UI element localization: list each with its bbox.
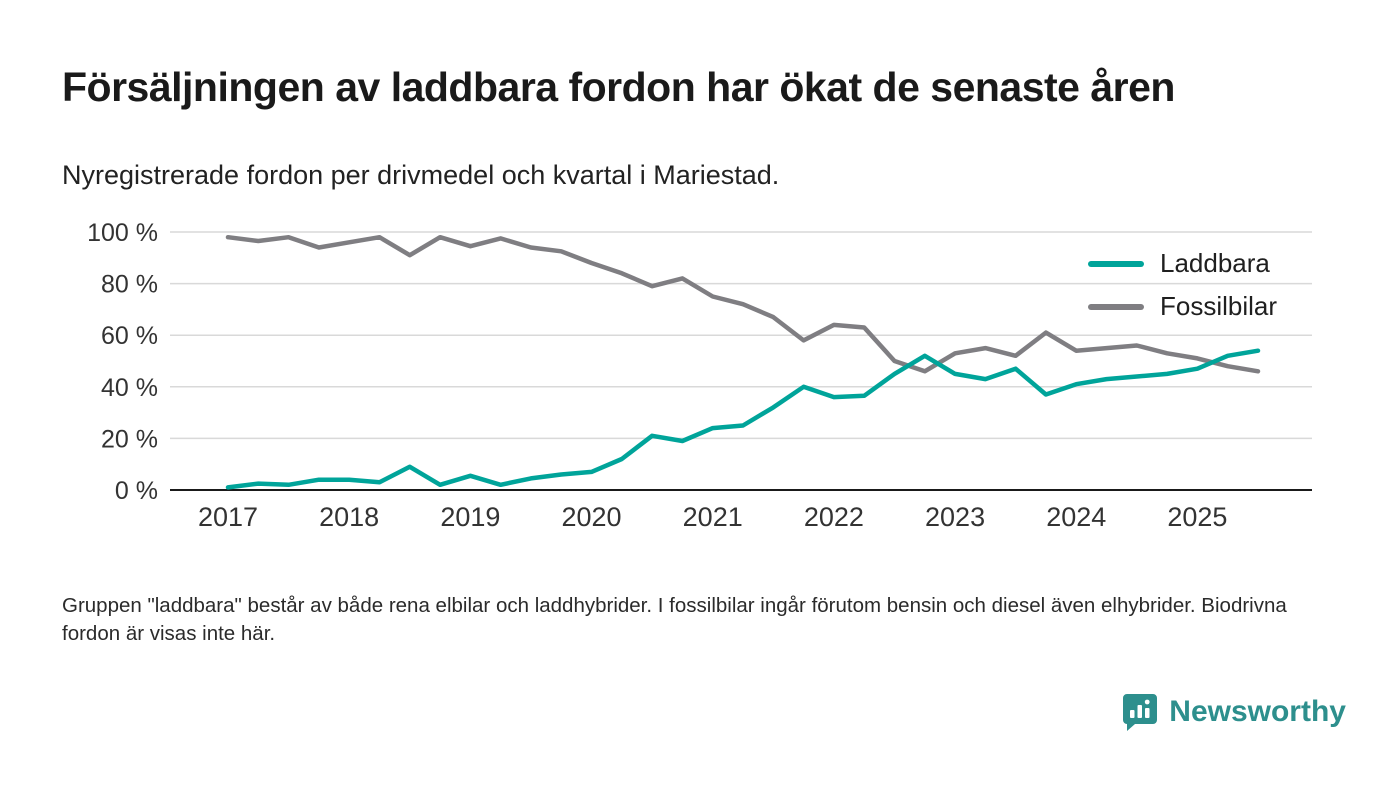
chart-legend: Laddbara Fossilbilar [1088, 248, 1277, 322]
page-title: Försäljningen av laddbara fordon har öka… [62, 64, 1175, 110]
chart-footnote: Gruppen "laddbara" består av både rena e… [62, 594, 1287, 645]
x-tick-label: 2025 [1167, 502, 1227, 532]
y-tick-label: 40 % [101, 374, 158, 402]
legend-label: Fossilbilar [1160, 291, 1278, 321]
legend-item-laddbara: Laddbara [1088, 248, 1277, 279]
y-tick-label: 80 % [101, 271, 158, 299]
fossilbilar-line [225, 234, 1261, 374]
legend-swatch-laddbara [1088, 260, 1144, 267]
newsworthy-logo-icon [1123, 694, 1158, 731]
x-tick-label: 2020 [561, 502, 621, 532]
y-tick-label: 60 % [101, 322, 158, 350]
legend-label: Laddbara [1160, 248, 1270, 278]
laddbara-line [225, 348, 1261, 490]
x-tick-label: 2024 [1046, 502, 1106, 532]
legend-swatch-fossilbilar [1088, 303, 1144, 310]
chart-subtitle: Nyregistrerade fordon per drivmedel och … [62, 160, 780, 190]
newsworthy-brand: Newsworthy [1121, 692, 1346, 732]
line-chart: 0 % 20 % 40 % 60 % 80 % 100 % 2017 2018 2019 2020… [0, 208, 1400, 553]
x-tick-label: 2021 [683, 502, 743, 532]
x-tick-label: 2018 [319, 502, 379, 532]
brand-name: Newsworthy [1169, 695, 1346, 728]
x-tick-label: 2017 [198, 502, 258, 532]
y-tick-label: 20 % [101, 425, 158, 453]
x-tick-label: 2022 [804, 502, 864, 532]
x-tick-label: 2023 [925, 502, 985, 532]
x-tick-label: 2019 [440, 502, 500, 532]
plot-area: 0 % 20 % 40 % 60 % 80 % 100 % 2017 2018 2019 2020… [87, 219, 1312, 532]
y-tick-label: 0 % [115, 477, 158, 505]
y-tick-label: 100 % [87, 219, 158, 247]
legend-item-fossilbilar: Fossilbilar [1088, 291, 1277, 322]
